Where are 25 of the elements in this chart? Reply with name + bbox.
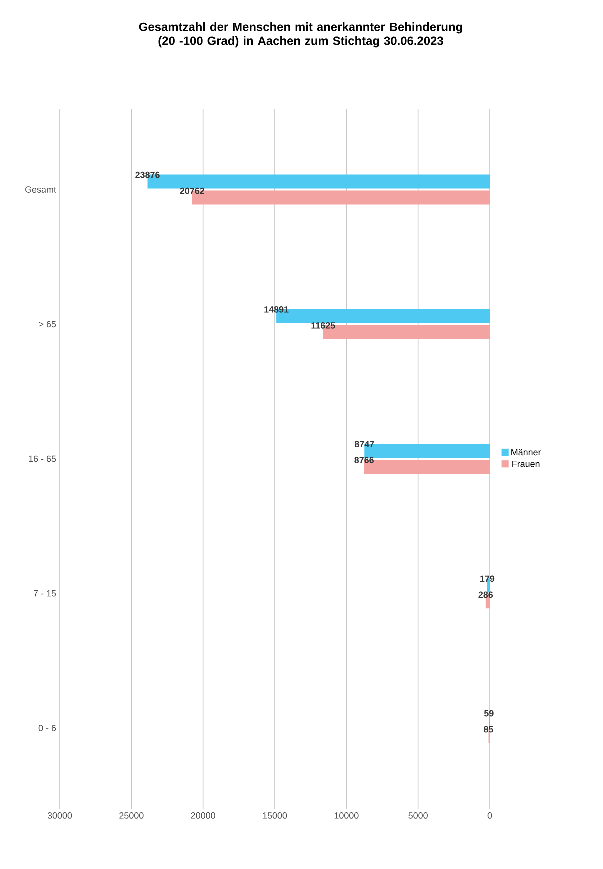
data-label: 8766 [354,457,374,464]
y-tick-label: 0 - 6 [38,725,56,732]
data-label: 286 [478,592,494,598]
chart-title: Gesamtzahl der Menschen mit anerkannter Behinderung (20 -100 Grad) in Aachen zum Stichtag 30.06.2023 [139,22,462,48]
data-label: 179 [480,576,495,582]
x-tick-label: 5000 [408,812,428,819]
data-label: 85 [484,726,494,733]
data-label: 20762 [180,188,205,194]
data-label: 14891 [264,306,289,313]
legend-label: Männer [512,449,542,456]
x-tick-label: 30000 [48,812,72,819]
data-label: 23876 [136,172,160,178]
y-tick-label: Gesamt [26,186,56,193]
legend-label: Frauen [512,460,540,468]
data-label: 59 [484,710,494,717]
data-label: 11625 [312,322,336,329]
y-tick-label: > 65 [39,321,56,328]
x-tick-label: 15000 [263,812,288,819]
x-tick-label: 0 [488,812,492,819]
x-tick-label: 25000 [120,812,144,819]
y-tick-label: 16 - 65 [29,456,56,462]
x-tick-label: 20000 [191,812,216,819]
x-tick-label: 10000 [334,812,359,819]
data-label: 8747 [354,441,374,448]
y-tick-label: 7 - 15 [34,590,56,597]
